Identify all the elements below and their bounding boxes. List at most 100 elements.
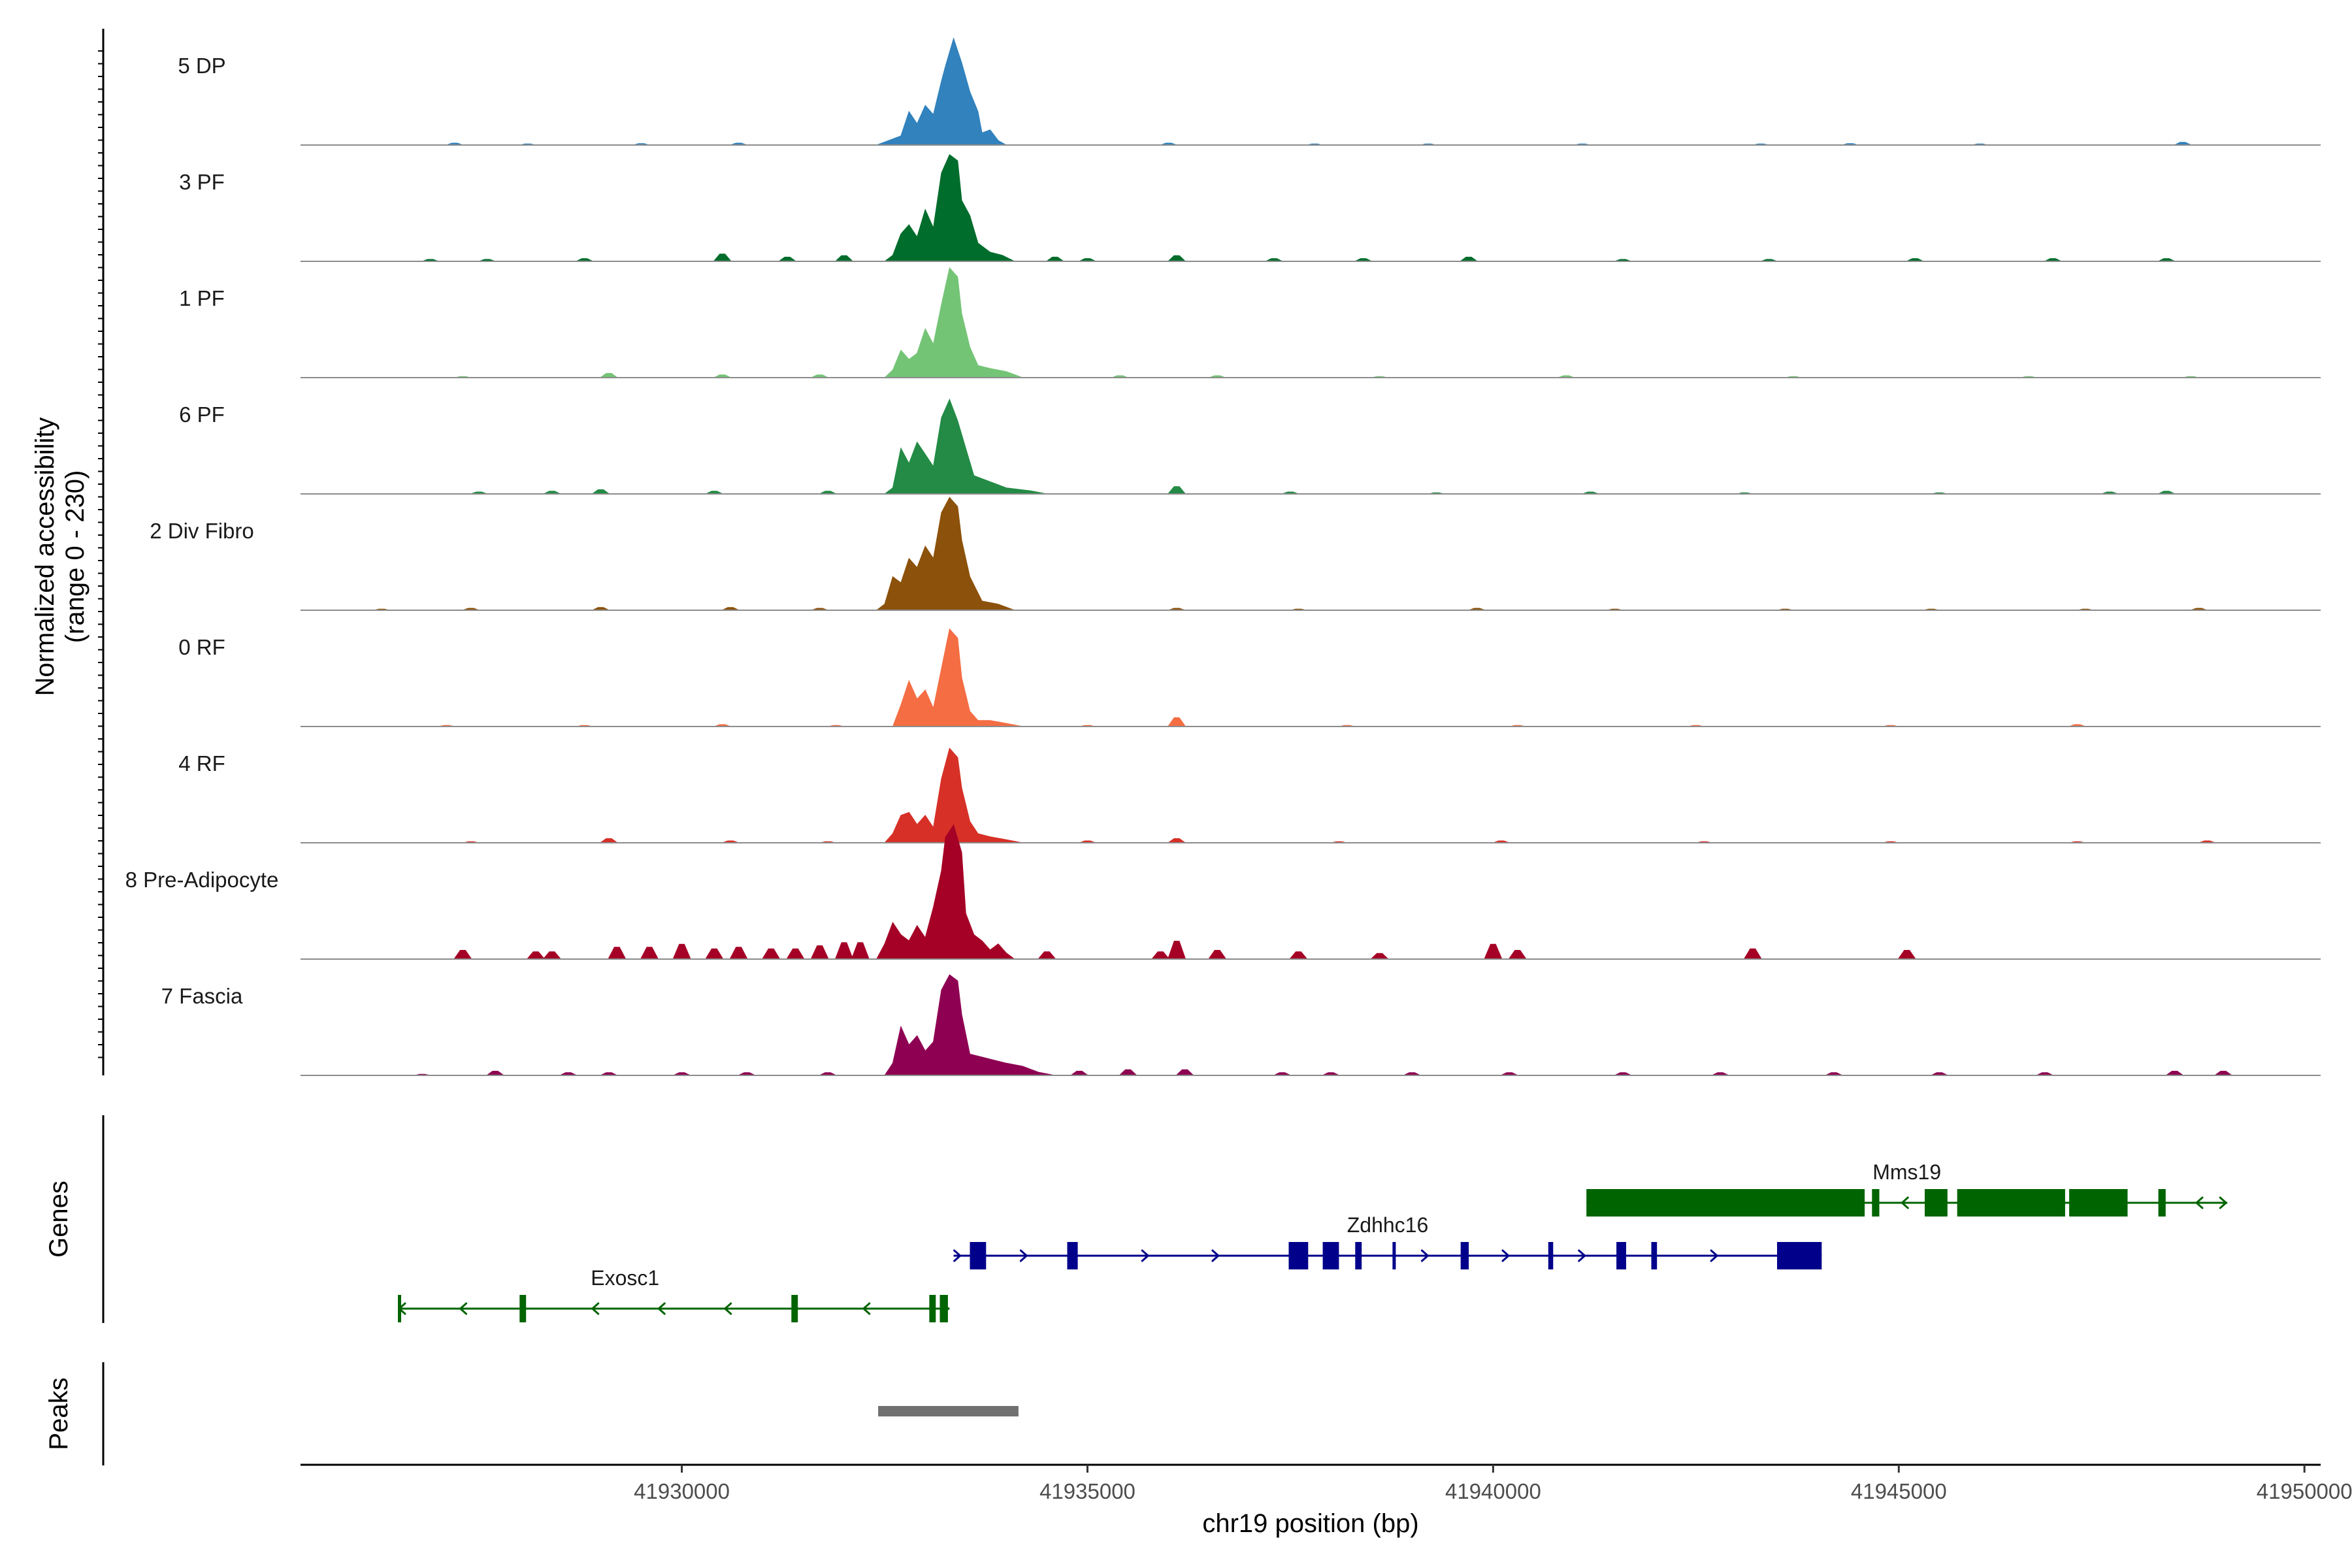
signal-bump	[1175, 1069, 1194, 1075]
x-tick-label: 41950000	[2257, 1479, 2352, 1503]
gene-exon	[939, 1295, 948, 1322]
gene-label: Zdhhc16	[1347, 1213, 1429, 1237]
y-axis-title-line2: (range 0 - 230)	[61, 470, 90, 644]
signal-bump	[599, 838, 618, 843]
strand-arrow	[1901, 1196, 1909, 1209]
signal-bump	[453, 950, 472, 959]
signal-bump	[1078, 258, 1097, 261]
track-6-pf: 6 PF	[179, 398, 2321, 495]
signal-bump	[2173, 142, 2192, 145]
signal-bump	[640, 947, 659, 959]
signal-bump	[705, 948, 724, 959]
signal-bump	[810, 374, 829, 378]
track-8-pre-adipocyte: 8 Pre-Adipocyte	[125, 824, 2321, 960]
signal-area-0-rf	[301, 628, 2321, 727]
x-tick-label: 41940000	[1445, 1479, 1541, 1503]
signal-bump	[1168, 941, 1186, 959]
signal-bump	[2157, 258, 2176, 261]
strand-arrow	[1211, 1249, 1220, 1262]
strand-arrow	[724, 1302, 732, 1315]
signal-bump	[1460, 257, 1478, 261]
track-label: 5 DP	[178, 54, 225, 78]
gene-zdhhc16: Zdhhc16	[953, 1213, 1822, 1269]
gene-exon	[1548, 1242, 1554, 1269]
signal-bump	[729, 947, 748, 959]
signal-area-2-div-fibro	[301, 497, 2321, 611]
x-tick-label: 41930000	[634, 1479, 730, 1503]
signal-bump	[851, 942, 870, 959]
strand-arrow	[2195, 1196, 2204, 1209]
peaks-panel-label: Peaks	[44, 1377, 73, 1450]
signal-bump	[713, 374, 732, 378]
signal-bump	[559, 1072, 578, 1075]
signal-bump	[1168, 486, 1186, 494]
y-axis-title-line1: Normalized accessibility	[31, 417, 59, 696]
peak-region	[878, 1406, 1019, 1416]
gene-exon	[1355, 1242, 1362, 1269]
signal-bump	[2165, 1071, 2184, 1075]
signal-area-4-rf	[301, 747, 2321, 843]
signal-bump	[1906, 258, 1925, 261]
genes-panel-label: Genes	[44, 1181, 73, 1258]
signal-bump	[713, 253, 732, 261]
strand-arrow	[1141, 1249, 1149, 1262]
signal-bump	[1070, 1071, 1089, 1075]
signal-area-6-pf	[301, 398, 2321, 495]
gene-exon	[2158, 1189, 2166, 1217]
strand-arrow	[1019, 1249, 1028, 1262]
strand-arrow	[862, 1302, 871, 1315]
signal-bump	[1897, 950, 1916, 959]
signal-bump	[1289, 951, 1308, 959]
gene-exon	[1616, 1242, 1626, 1269]
signal-bump	[1743, 948, 1762, 959]
signal-bump	[762, 948, 781, 959]
track-0-rf: 0 RF	[178, 628, 2321, 727]
signal-bump	[2035, 1072, 2054, 1075]
signal-bump	[1045, 257, 1064, 261]
gene-exon	[1957, 1189, 2065, 1217]
x-axis-title: chr19 position (bp)	[1202, 1509, 1418, 1538]
signal-area-7-fascia	[301, 974, 2321, 1076]
track-5-dp: 5 DP	[178, 37, 2321, 146]
signal-bump	[1168, 717, 1186, 727]
accessibility-tracks: 5 DP 3 PF 1 PF 6 PF 2 Div Fibro 0 RF 4 RF 8 Pre…	[125, 37, 2321, 1076]
track-label: 3 PF	[179, 170, 225, 194]
signal-bump	[835, 942, 853, 959]
signal-area-3-pf	[301, 154, 2321, 262]
gene-exon	[1872, 1189, 1880, 1217]
track-label: 6 PF	[179, 402, 225, 427]
signal-bump	[575, 258, 594, 261]
peak-regions	[878, 1406, 1019, 1416]
gene-exon	[1925, 1189, 1948, 1217]
track-label: 2 Div Fibro	[150, 519, 254, 543]
signal-bump	[1273, 1072, 1292, 1075]
strand-arrow	[657, 1302, 666, 1315]
coverage-y-ticks	[98, 50, 103, 1058]
signal-bump	[738, 1072, 756, 1075]
gene-exon	[929, 1295, 936, 1322]
gene-exon	[1067, 1242, 1078, 1269]
strand-arrow	[2219, 1196, 2227, 1209]
signal-bump	[486, 1071, 504, 1075]
track-label: 1 PF	[179, 286, 225, 310]
track-2-div-fibro: 2 Div Fibro	[150, 497, 2321, 611]
signal-bump	[1151, 951, 1170, 959]
strand-arrow	[1501, 1249, 1510, 1262]
track-label: 0 RF	[178, 635, 225, 659]
signal-bump	[819, 491, 838, 494]
strand-arrow	[459, 1302, 468, 1315]
signal-bump	[1484, 943, 1503, 959]
strand-arrow	[1578, 1249, 1586, 1262]
gene-exon	[519, 1295, 527, 1322]
signal-bump	[721, 607, 740, 610]
signal-bump	[542, 951, 561, 959]
track-label: 7 Fascia	[161, 984, 243, 1008]
signal-bump	[591, 489, 610, 494]
track-4-rf: 4 RF	[178, 747, 2321, 843]
strand-arrow	[1420, 1249, 1429, 1262]
gene-mms19: Mms19	[1586, 1160, 2228, 1217]
gene-label: Mms19	[1872, 1160, 1941, 1184]
signal-bump	[2214, 1071, 2232, 1075]
signal-bump	[1265, 258, 1284, 261]
